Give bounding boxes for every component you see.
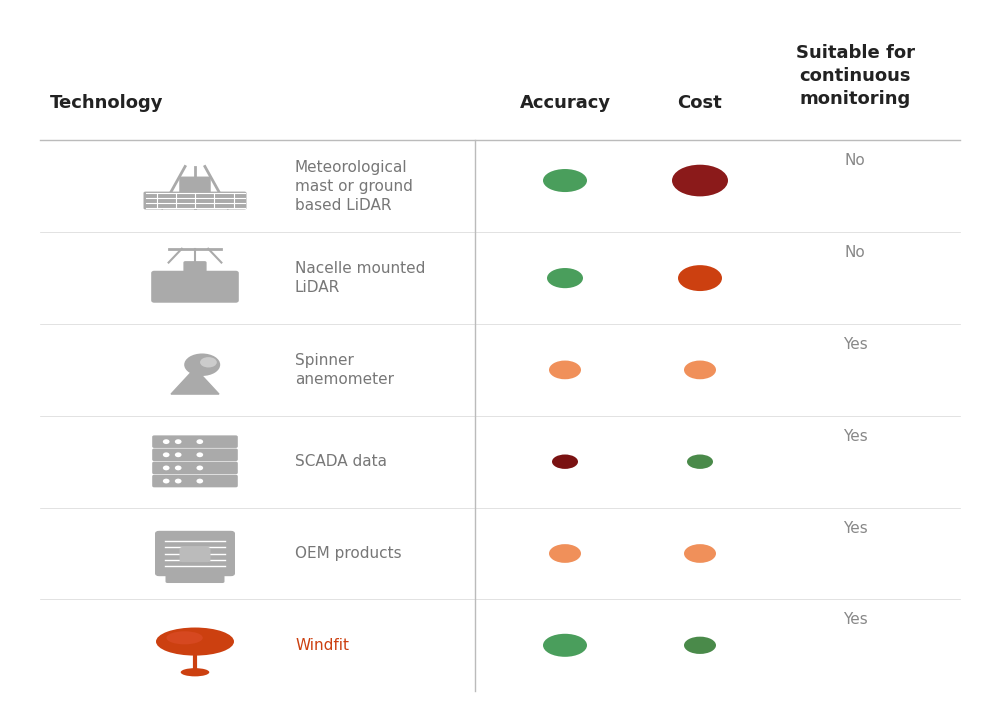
Text: Suitable for
continuous
monitoring: Suitable for continuous monitoring: [796, 44, 914, 108]
Circle shape: [196, 466, 203, 470]
Circle shape: [175, 479, 182, 483]
Ellipse shape: [549, 544, 581, 563]
Circle shape: [196, 479, 203, 483]
Circle shape: [196, 439, 203, 444]
Text: Yes: Yes: [843, 521, 867, 536]
Circle shape: [175, 466, 182, 470]
FancyBboxPatch shape: [151, 271, 239, 302]
Ellipse shape: [684, 361, 716, 379]
Ellipse shape: [543, 169, 587, 192]
Ellipse shape: [552, 454, 578, 469]
Text: Windfit: Windfit: [295, 638, 349, 653]
Text: Yes: Yes: [843, 429, 867, 444]
Text: Nacelle mounted
LiDAR: Nacelle mounted LiDAR: [295, 261, 425, 295]
Text: Yes: Yes: [843, 612, 867, 627]
Ellipse shape: [684, 544, 716, 563]
FancyBboxPatch shape: [166, 570, 225, 583]
Ellipse shape: [687, 454, 713, 469]
Ellipse shape: [549, 361, 581, 379]
Text: SCADA data: SCADA data: [295, 454, 387, 469]
Circle shape: [175, 439, 182, 444]
Ellipse shape: [547, 268, 583, 288]
Circle shape: [163, 452, 170, 457]
FancyBboxPatch shape: [183, 261, 207, 274]
Circle shape: [196, 452, 203, 457]
Circle shape: [163, 439, 170, 444]
Ellipse shape: [543, 634, 587, 657]
Ellipse shape: [184, 354, 220, 376]
FancyBboxPatch shape: [144, 192, 247, 210]
Circle shape: [175, 452, 182, 457]
Ellipse shape: [678, 265, 722, 291]
Ellipse shape: [684, 636, 716, 654]
Circle shape: [163, 479, 170, 483]
Text: OEM products: OEM products: [295, 546, 402, 561]
Text: Meteorological
mast or ground
based LiDAR: Meteorological mast or ground based LiDA…: [295, 160, 413, 213]
FancyBboxPatch shape: [152, 449, 238, 461]
Circle shape: [163, 466, 170, 470]
FancyBboxPatch shape: [152, 436, 238, 448]
Ellipse shape: [166, 631, 203, 644]
Text: No: No: [845, 153, 865, 168]
Ellipse shape: [156, 628, 234, 656]
Text: Accuracy: Accuracy: [519, 94, 611, 112]
Text: Yes: Yes: [843, 337, 867, 352]
Ellipse shape: [672, 165, 728, 197]
Ellipse shape: [200, 357, 217, 367]
Polygon shape: [171, 368, 219, 394]
FancyBboxPatch shape: [179, 176, 211, 194]
FancyBboxPatch shape: [180, 547, 210, 562]
FancyBboxPatch shape: [152, 474, 238, 487]
FancyBboxPatch shape: [155, 531, 235, 576]
FancyBboxPatch shape: [152, 462, 238, 474]
Ellipse shape: [181, 668, 209, 676]
Text: Cost: Cost: [678, 94, 722, 112]
Text: Technology: Technology: [50, 94, 164, 112]
Text: No: No: [845, 246, 865, 260]
Text: Spinner
anemometer: Spinner anemometer: [295, 353, 394, 387]
